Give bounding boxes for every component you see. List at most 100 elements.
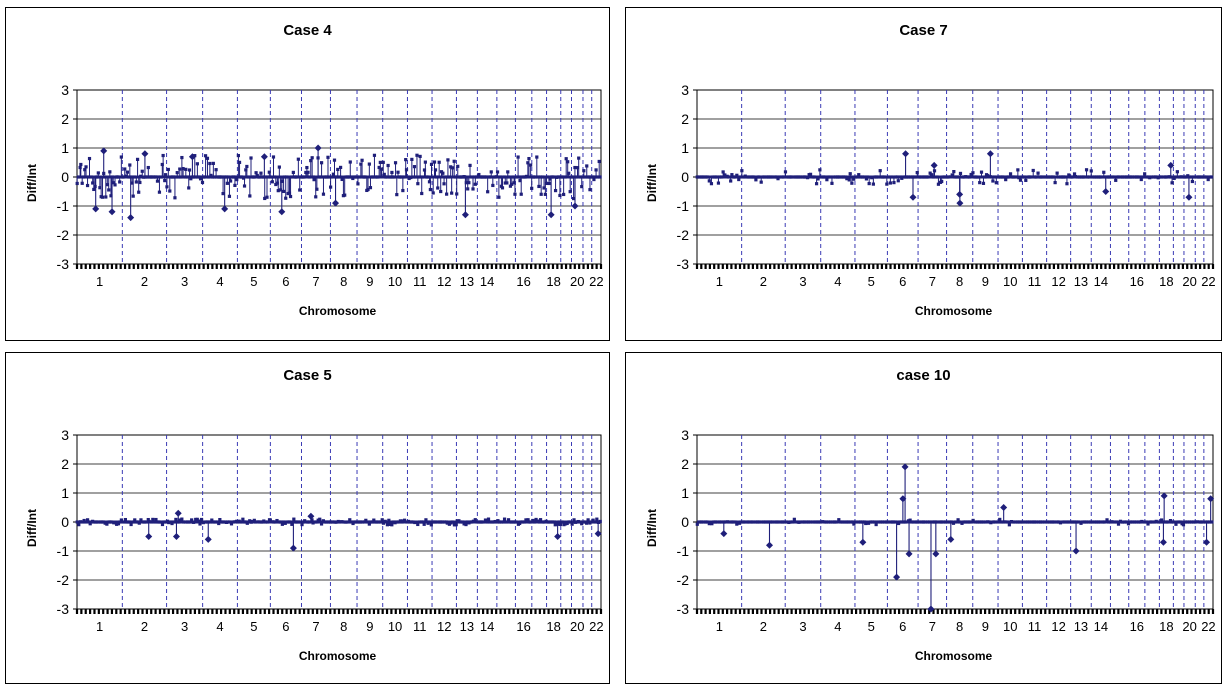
data-point [563,522,568,526]
y-tick-label: -3 [57,601,70,617]
data-point [449,165,453,169]
data-point [847,178,851,182]
y-tick-label: 0 [61,169,69,185]
x-tick-label: 22 [1201,274,1215,289]
x-tick-label: 5 [250,274,257,289]
data-point [146,517,150,522]
data-point [1016,168,1020,172]
data-point [138,180,142,185]
y-tick-label: 0 [61,514,69,530]
data-point [190,518,194,522]
data-point [217,521,221,526]
data-point [378,160,382,164]
data-point [594,168,598,172]
data-point [570,522,574,526]
spike-point [174,509,182,517]
data-point [104,195,108,199]
data-point [372,153,377,157]
data-point [75,181,79,186]
data-point [205,156,210,160]
spike-point [92,205,100,213]
data-point [852,522,856,526]
spike-point [905,550,913,558]
data-point [180,517,184,521]
data-point [830,181,834,185]
spike-point [594,530,602,538]
data-point [486,190,490,194]
x-tick-label: 16 [516,619,530,634]
y-tick-label: 1 [681,485,689,501]
x-tick-label: 2 [141,274,148,289]
data-point [242,184,247,188]
data-point [466,187,470,191]
data-point [429,162,434,166]
x-tick-label: 20 [1182,619,1196,634]
data-point [318,517,322,521]
spike-point [1072,547,1080,555]
data-point [100,195,105,199]
data-point [402,518,407,522]
x-tick-label: 1 [716,274,723,289]
x-tick-label: 4 [216,619,223,634]
spike-point [1102,188,1110,195]
x-tick-label: 9 [982,619,989,634]
data-point [137,190,141,194]
data-point [214,168,218,172]
x-tick-label: 10 [1003,619,1017,634]
data-point [1018,178,1023,182]
data-point [542,186,546,190]
data-point [292,517,296,521]
spike-point [141,150,149,158]
data-point [111,181,115,185]
data-point [956,518,960,522]
x-axis-label: Chromosome [298,304,377,318]
data-point [129,522,133,527]
data-point [871,182,875,186]
data-point [401,188,405,193]
y-tick-label: 2 [61,111,69,127]
data-point [783,170,788,174]
data-point [505,181,509,185]
data-point [850,181,854,185]
data-point [1031,168,1035,173]
data-point [971,171,975,175]
spike-point [260,153,268,161]
data-point [837,518,841,522]
data-point [592,177,596,182]
data-point [548,177,552,181]
x-tick-label: 14 [480,274,494,289]
data-point [418,154,422,159]
data-point [237,160,242,164]
data-point [445,192,449,196]
spike-point [1185,193,1193,201]
x-tick-label: 12 [1051,274,1065,289]
data-point [233,183,237,188]
data-point [85,518,90,522]
spike-point [1000,504,1008,511]
data-point [580,185,584,189]
x-tick-label: 13 [460,274,474,289]
data-point [566,160,570,164]
data-point [427,180,432,184]
data-point [816,177,820,181]
spike-point [289,544,297,552]
data-point [998,517,1002,522]
data-point [707,179,711,183]
data-point [125,170,130,174]
y-tick-label: 1 [61,140,69,156]
data-point [874,522,878,527]
data-point [310,156,314,160]
data-point [287,191,292,195]
y-tick-label: 1 [61,485,69,501]
spike-point [127,214,135,222]
data-point [1139,177,1143,182]
data-point [88,522,92,526]
chart-title: Case 7 [899,22,948,39]
data-point [304,170,308,175]
data-point [737,177,741,182]
y-tick-label: 3 [681,82,689,98]
data-point [241,517,245,521]
data-point [1146,522,1150,526]
x-tick-label: 5 [868,619,875,634]
data-point [530,186,534,190]
